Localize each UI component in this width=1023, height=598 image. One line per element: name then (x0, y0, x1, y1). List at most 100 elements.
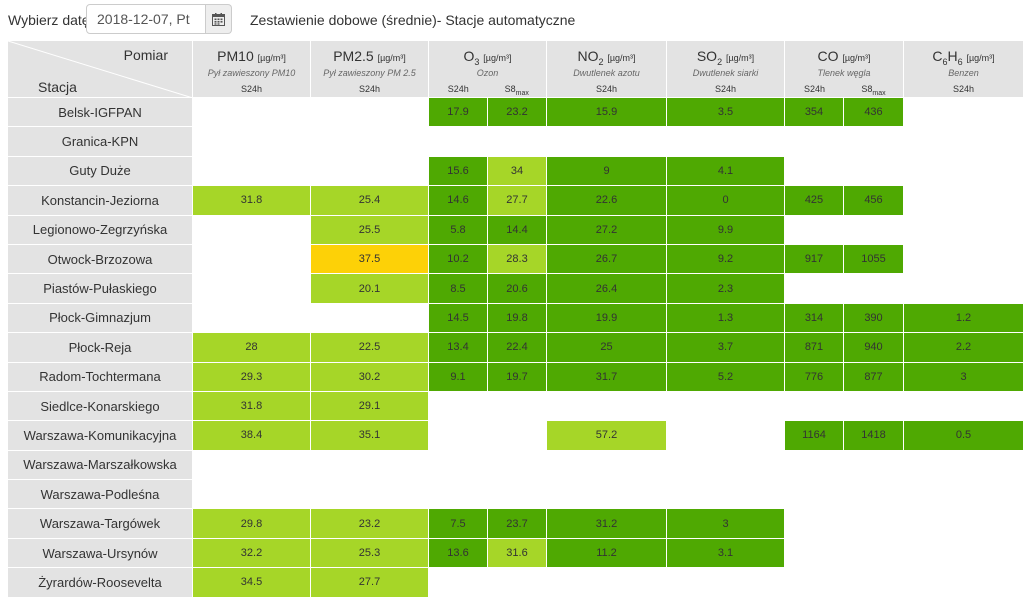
value-cell-so2: 9.9 (667, 215, 785, 244)
value-cell-pm25: 27.7 (311, 568, 429, 597)
so2-unit: [µg/m³] (726, 53, 754, 63)
value-cell-pm25: 29.1 (311, 391, 429, 420)
value-cell-no2: 22.6 (547, 186, 667, 215)
value-cell-co-s24h (785, 538, 844, 567)
station-name[interactable]: Guty Duże (8, 156, 193, 185)
value-cell-pm10 (193, 215, 311, 244)
value-cell-so2 (667, 391, 785, 420)
value-cell-pm10: 31.8 (193, 186, 311, 215)
value-cell-no2 (547, 391, 667, 420)
co-agg-s8max: S8max (844, 84, 903, 97)
value-cell-o3-s24h: 10.2 (429, 244, 488, 273)
date-label: Wybierz datę: (8, 12, 93, 28)
station-name[interactable]: Konstancin-Jeziorna (8, 186, 193, 215)
value-cell-pm25 (311, 127, 429, 156)
station-name[interactable]: Warszawa-Komunikacyjna (8, 421, 193, 450)
value-cell-no2: 26.7 (547, 244, 667, 273)
value-cell-pm25: 25.4 (311, 186, 429, 215)
value-cell-co-s8max (844, 156, 904, 185)
station-name[interactable]: Warszawa-Targówek (8, 509, 193, 538)
pm10-agg: S24h (193, 84, 310, 94)
value-cell-o3-s24h: 13.4 (429, 333, 488, 362)
table-row: Granica-KPN (8, 127, 1023, 156)
station-name[interactable]: Siedlce-Konarskiego (8, 391, 193, 420)
no2-agg: S24h (547, 84, 666, 94)
no2-sub: 2 (598, 57, 603, 67)
value-cell-so2: 3 (667, 509, 785, 538)
value-cell-pm25 (311, 303, 429, 332)
value-cell-o3-s8max: 19.8 (488, 303, 547, 332)
value-cell-o3-s8max (488, 391, 547, 420)
date-input[interactable] (86, 4, 206, 34)
no2-desc: Dwutlenek azotu (547, 68, 666, 78)
c6h6-sub2: 6 (958, 57, 963, 67)
value-cell-so2 (667, 480, 785, 509)
value-cell-pm10 (193, 156, 311, 185)
value-cell-so2: 5.2 (667, 362, 785, 391)
value-cell-pm10: 28 (193, 333, 311, 362)
station-name[interactable]: Warszawa-Marszałkowska (8, 450, 193, 479)
value-cell-o3-s8max: 28.3 (488, 244, 547, 273)
value-cell-co-s8max: 1418 (844, 421, 904, 450)
header-corner: Pomiar Stacja (8, 41, 193, 98)
value-cell-o3-s8max (488, 127, 547, 156)
value-cell-pm10 (193, 303, 311, 332)
value-cell-pm25: 25.5 (311, 215, 429, 244)
c6h6-c: C (932, 48, 942, 64)
station-name[interactable]: Legionowo-Zegrzyńska (8, 215, 193, 244)
value-cell-co-s24h (785, 127, 844, 156)
value-cell-so2: 3.1 (667, 538, 785, 567)
station-name[interactable]: Granica-KPN (8, 127, 193, 156)
pm25-name: PM2.5 (333, 48, 373, 64)
value-cell-co-s24h (785, 568, 844, 597)
value-cell-no2: 15.9 (547, 98, 667, 127)
value-cell-pm10: 29.3 (193, 362, 311, 391)
co-desc: Tlenek węgla (785, 68, 903, 78)
header-c6h6: C6H6 [µg/m³] Benzen S24h (904, 41, 1023, 98)
station-name[interactable]: Płock-Gimnazjum (8, 303, 193, 332)
value-cell-o3-s24h (429, 127, 488, 156)
no2-name: NO (577, 48, 598, 64)
station-name[interactable]: Płock-Reja (8, 333, 193, 362)
calendar-button[interactable] (206, 4, 232, 34)
value-cell-co-s24h (785, 509, 844, 538)
station-name[interactable]: Warszawa-Podleśna (8, 480, 193, 509)
value-cell-co-s8max (844, 127, 904, 156)
value-cell-no2: 25 (547, 333, 667, 362)
o3-unit: [µg/m³] (483, 53, 511, 63)
station-name[interactable]: Piastów-Pułaskiego (8, 274, 193, 303)
value-cell-co-s8max: 1055 (844, 244, 904, 273)
station-name[interactable]: Radom-Tochtermana (8, 362, 193, 391)
o3-agg-s8max: S8max (488, 84, 547, 97)
value-cell-o3-s24h: 9.1 (429, 362, 488, 391)
value-cell-o3-s24h (429, 450, 488, 479)
value-cell-c6h6: 0.5 (904, 421, 1023, 450)
value-cell-c6h6 (904, 450, 1023, 479)
value-cell-co-s8max (844, 568, 904, 597)
o3-name: O (464, 48, 475, 64)
value-cell-c6h6 (904, 215, 1023, 244)
value-cell-co-s8max (844, 538, 904, 567)
value-cell-co-s24h: 917 (785, 244, 844, 273)
station-name[interactable]: Warszawa-Ursynów (8, 538, 193, 567)
station-name[interactable]: Żyrardów-Roosevelta (8, 568, 193, 597)
value-cell-co-s8max: 940 (844, 333, 904, 362)
so2-sub: 2 (717, 57, 722, 67)
value-cell-o3-s8max: 31.6 (488, 538, 547, 567)
value-cell-no2: 31.7 (547, 362, 667, 391)
value-cell-c6h6 (904, 244, 1023, 273)
value-cell-o3-s8max: 23.7 (488, 509, 547, 538)
station-name[interactable]: Belsk-IGFPAN (8, 98, 193, 127)
report-title: Zestawienie dobowe (średnie)- Stacje aut… (250, 12, 575, 28)
value-cell-pm25: 35.1 (311, 421, 429, 450)
value-cell-o3-s24h (429, 391, 488, 420)
value-cell-so2 (667, 450, 785, 479)
value-cell-pm10 (193, 244, 311, 273)
value-cell-c6h6: 2.2 (904, 333, 1023, 362)
value-cell-so2: 0 (667, 186, 785, 215)
value-cell-pm10 (193, 480, 311, 509)
station-name[interactable]: Otwock-Brzozowa (8, 244, 193, 273)
